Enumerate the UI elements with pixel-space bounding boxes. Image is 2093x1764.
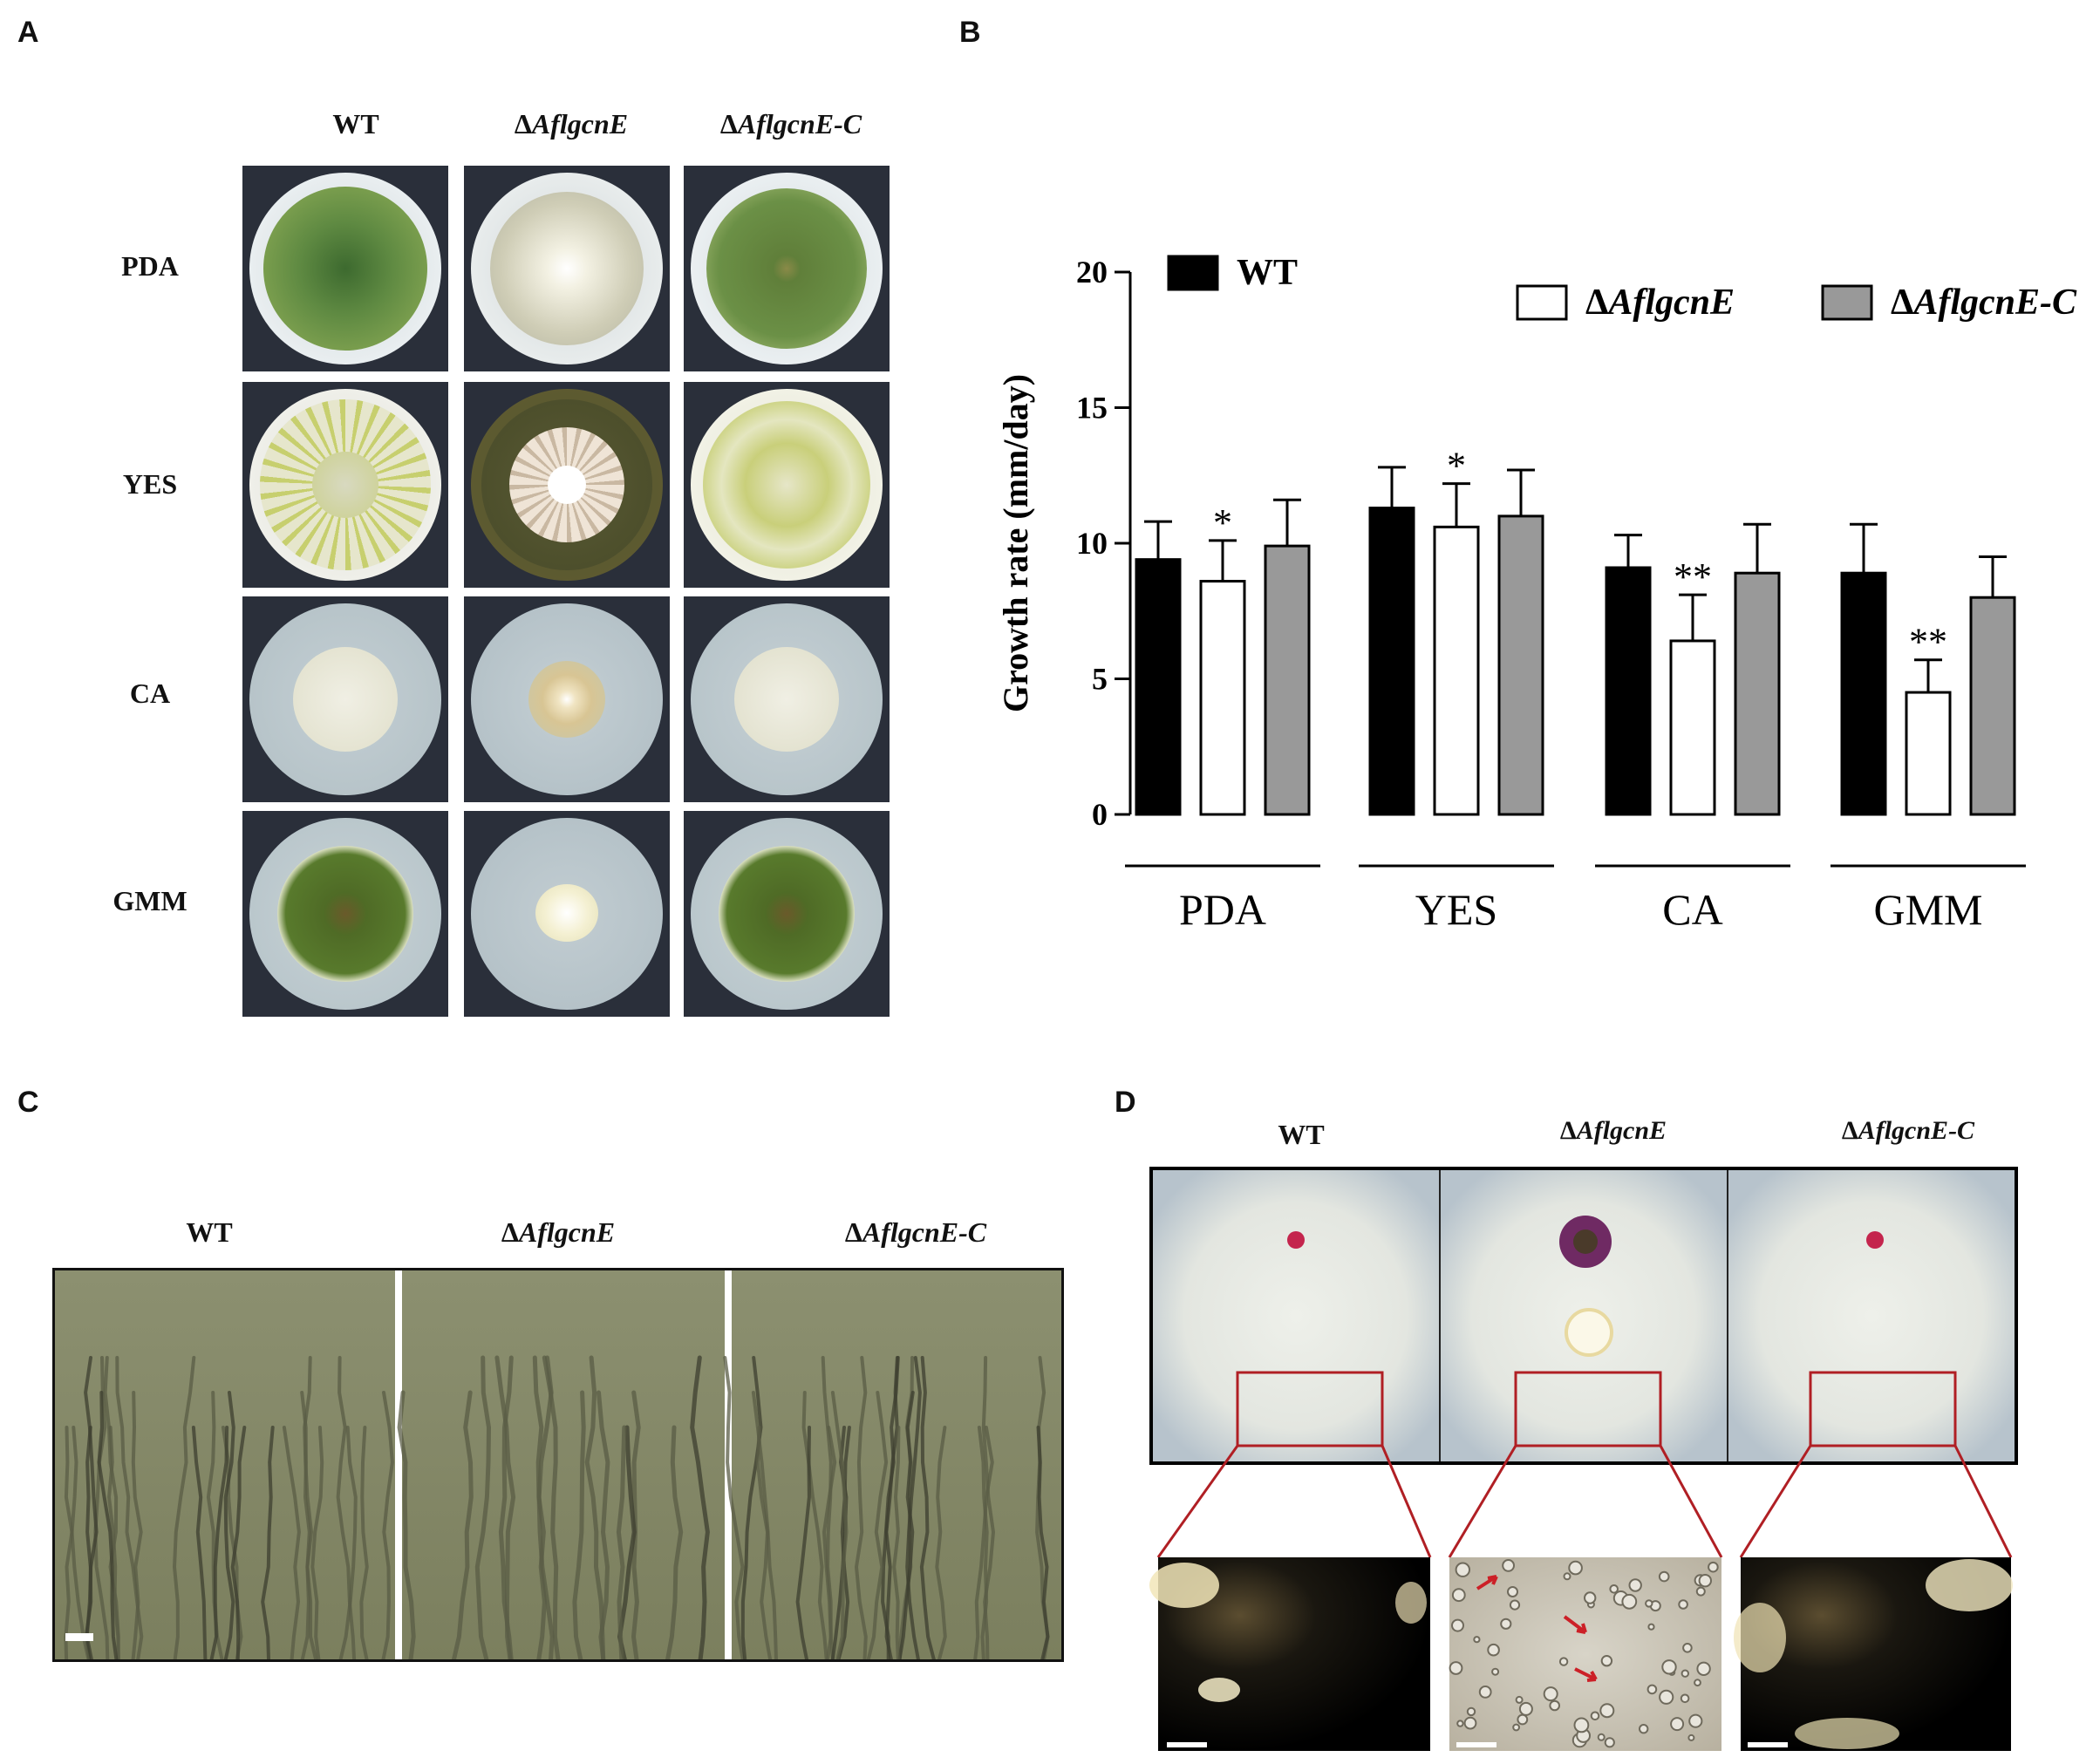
- y-tick-label: 20: [1076, 255, 1108, 289]
- plate-ca-wt: [242, 596, 448, 802]
- hyphae-frame: [52, 1268, 1064, 1662]
- panel-a-col-label: AflgcnE: [531, 108, 629, 140]
- bar-AflgcnE-CA: [1669, 639, 1716, 816]
- panel-a-col-wt: WT: [242, 108, 469, 140]
- y-tick-label: 0: [1092, 797, 1108, 832]
- panel-d-col-label: AflgcnE: [1576, 1116, 1667, 1145]
- bar-AflgcnE-C-YES: [1497, 514, 1544, 816]
- plate-yes-complement: [684, 382, 890, 588]
- panel-d-col-mutant: ΔAflgcnE: [1559, 1116, 1667, 1145]
- y-tick-label: 5: [1092, 662, 1108, 697]
- arrow-3: [1574, 1667, 1598, 1682]
- arrow-2: [1563, 1615, 1587, 1634]
- legend-label: ΔAflgcnE: [1585, 283, 1735, 323]
- panel-letter-c: C: [17, 1086, 39, 1119]
- legend-label: WT: [1237, 253, 1298, 293]
- category-label: PDA: [1179, 885, 1266, 934]
- panel-letter-d: D: [1115, 1086, 1136, 1119]
- panel-b-chart: 0 5 10 15 20 Growth rate (mm/day) PDA YES CA GMM *…: [996, 253, 2077, 934]
- panel-a-col-label: WT: [332, 108, 379, 140]
- bar-AflgcnE-PDA: [1199, 580, 1246, 816]
- bar-WT-YES: [1368, 507, 1415, 816]
- legend-swatch: [1516, 284, 1568, 321]
- category-label: GMM: [1873, 885, 1982, 934]
- panel-a-row-pda: PDA: [121, 250, 179, 282]
- panel-c-col-label: AflgcnE-C: [862, 1216, 987, 1248]
- panel-a-row-ca: CA: [129, 678, 171, 709]
- colony-spot-wt: [1287, 1231, 1305, 1249]
- panel-d-figure: [1149, 1167, 2018, 1751]
- bar-AflgcnE-C-GMM: [1969, 596, 2016, 816]
- y-axis-label: Growth rate (mm/day): [996, 374, 1035, 712]
- panel-a-row-gmm: GMM: [112, 885, 187, 916]
- legend-swatch: [1821, 284, 1873, 321]
- panel-d-col-label: AflgcnE-C: [1858, 1116, 1975, 1145]
- bar-AflgcnE-GMM: [1905, 691, 1952, 816]
- arrow-1: [1476, 1575, 1498, 1590]
- plate-yes-mutant: [464, 382, 670, 588]
- bar-WT-PDA: [1135, 558, 1182, 816]
- panel-letter-b: B: [959, 16, 981, 49]
- bar-WT-GMM: [1840, 571, 1887, 816]
- panel-a-col-complement: ΔAflgcnE-C: [719, 108, 862, 140]
- bar-AflgcnE-YES: [1433, 525, 1480, 816]
- panel-a-row-yes: YES: [122, 468, 178, 500]
- panel-c-col-label: WT: [186, 1216, 233, 1248]
- panel-d-col-label: WT: [1278, 1119, 1325, 1150]
- plate-pda-complement: [684, 166, 890, 371]
- plate-gmm-wt: [242, 811, 448, 1017]
- panel-a-col-label: AflgcnE-C: [737, 108, 862, 140]
- y-tick-label: 10: [1076, 526, 1108, 561]
- panel-c-col-mutant: ΔAflgcnE: [501, 1216, 616, 1248]
- zoom-box-complement: [1809, 1371, 1957, 1447]
- panel-d-col-complement: ΔAflgcnE-C: [1841, 1116, 1975, 1145]
- legend-label: ΔAflgcnE-C: [1891, 283, 2077, 323]
- colony-image-complement: [1728, 1170, 2015, 1461]
- plate-pda-mutant: [464, 166, 670, 371]
- bar-AflgcnE-C-PDA: [1264, 544, 1311, 816]
- colony-center-mutant: [1565, 1308, 1613, 1357]
- zoom-box-mutant: [1514, 1371, 1662, 1447]
- zoom-box-wt: [1236, 1371, 1384, 1447]
- panel-a-col-mutant: ΔAflgcnE: [514, 108, 629, 140]
- hyphae-images: [55, 1270, 1061, 1659]
- panel-letter-a: A: [17, 16, 39, 49]
- category-label: CA: [1662, 885, 1722, 934]
- bar-AflgcnE-C-CA: [1734, 571, 1781, 816]
- panel-c-col-complement: ΔAflgcnE-C: [844, 1216, 987, 1248]
- plate-gmm-mutant: [464, 811, 670, 1017]
- plate-yes-wt: [242, 382, 448, 588]
- colony-spot-complement: [1866, 1231, 1884, 1249]
- scale-bar: [65, 1633, 93, 1641]
- significance-mark: *: [1213, 501, 1232, 544]
- significance-mark: **: [1909, 621, 1947, 664]
- plate-pda-wt: [242, 166, 448, 371]
- plate-gmm-complement: [684, 811, 890, 1017]
- category-label: YES: [1415, 885, 1497, 934]
- plate-ca-mutant: [464, 596, 670, 802]
- bar-WT-CA: [1605, 566, 1652, 816]
- significance-mark: *: [1447, 445, 1466, 487]
- colony-image-wt: [1153, 1170, 1439, 1461]
- plate-ca-complement: [684, 596, 890, 802]
- legend-swatch: [1167, 255, 1219, 291]
- panel-d-col-wt: WT: [1231, 1119, 1371, 1151]
- panel-c-col-label: AflgcnE: [518, 1216, 616, 1248]
- y-tick-label: 15: [1076, 391, 1108, 426]
- significance-mark: **: [1674, 555, 1712, 598]
- panel-c-col-wt: WT: [140, 1216, 279, 1249]
